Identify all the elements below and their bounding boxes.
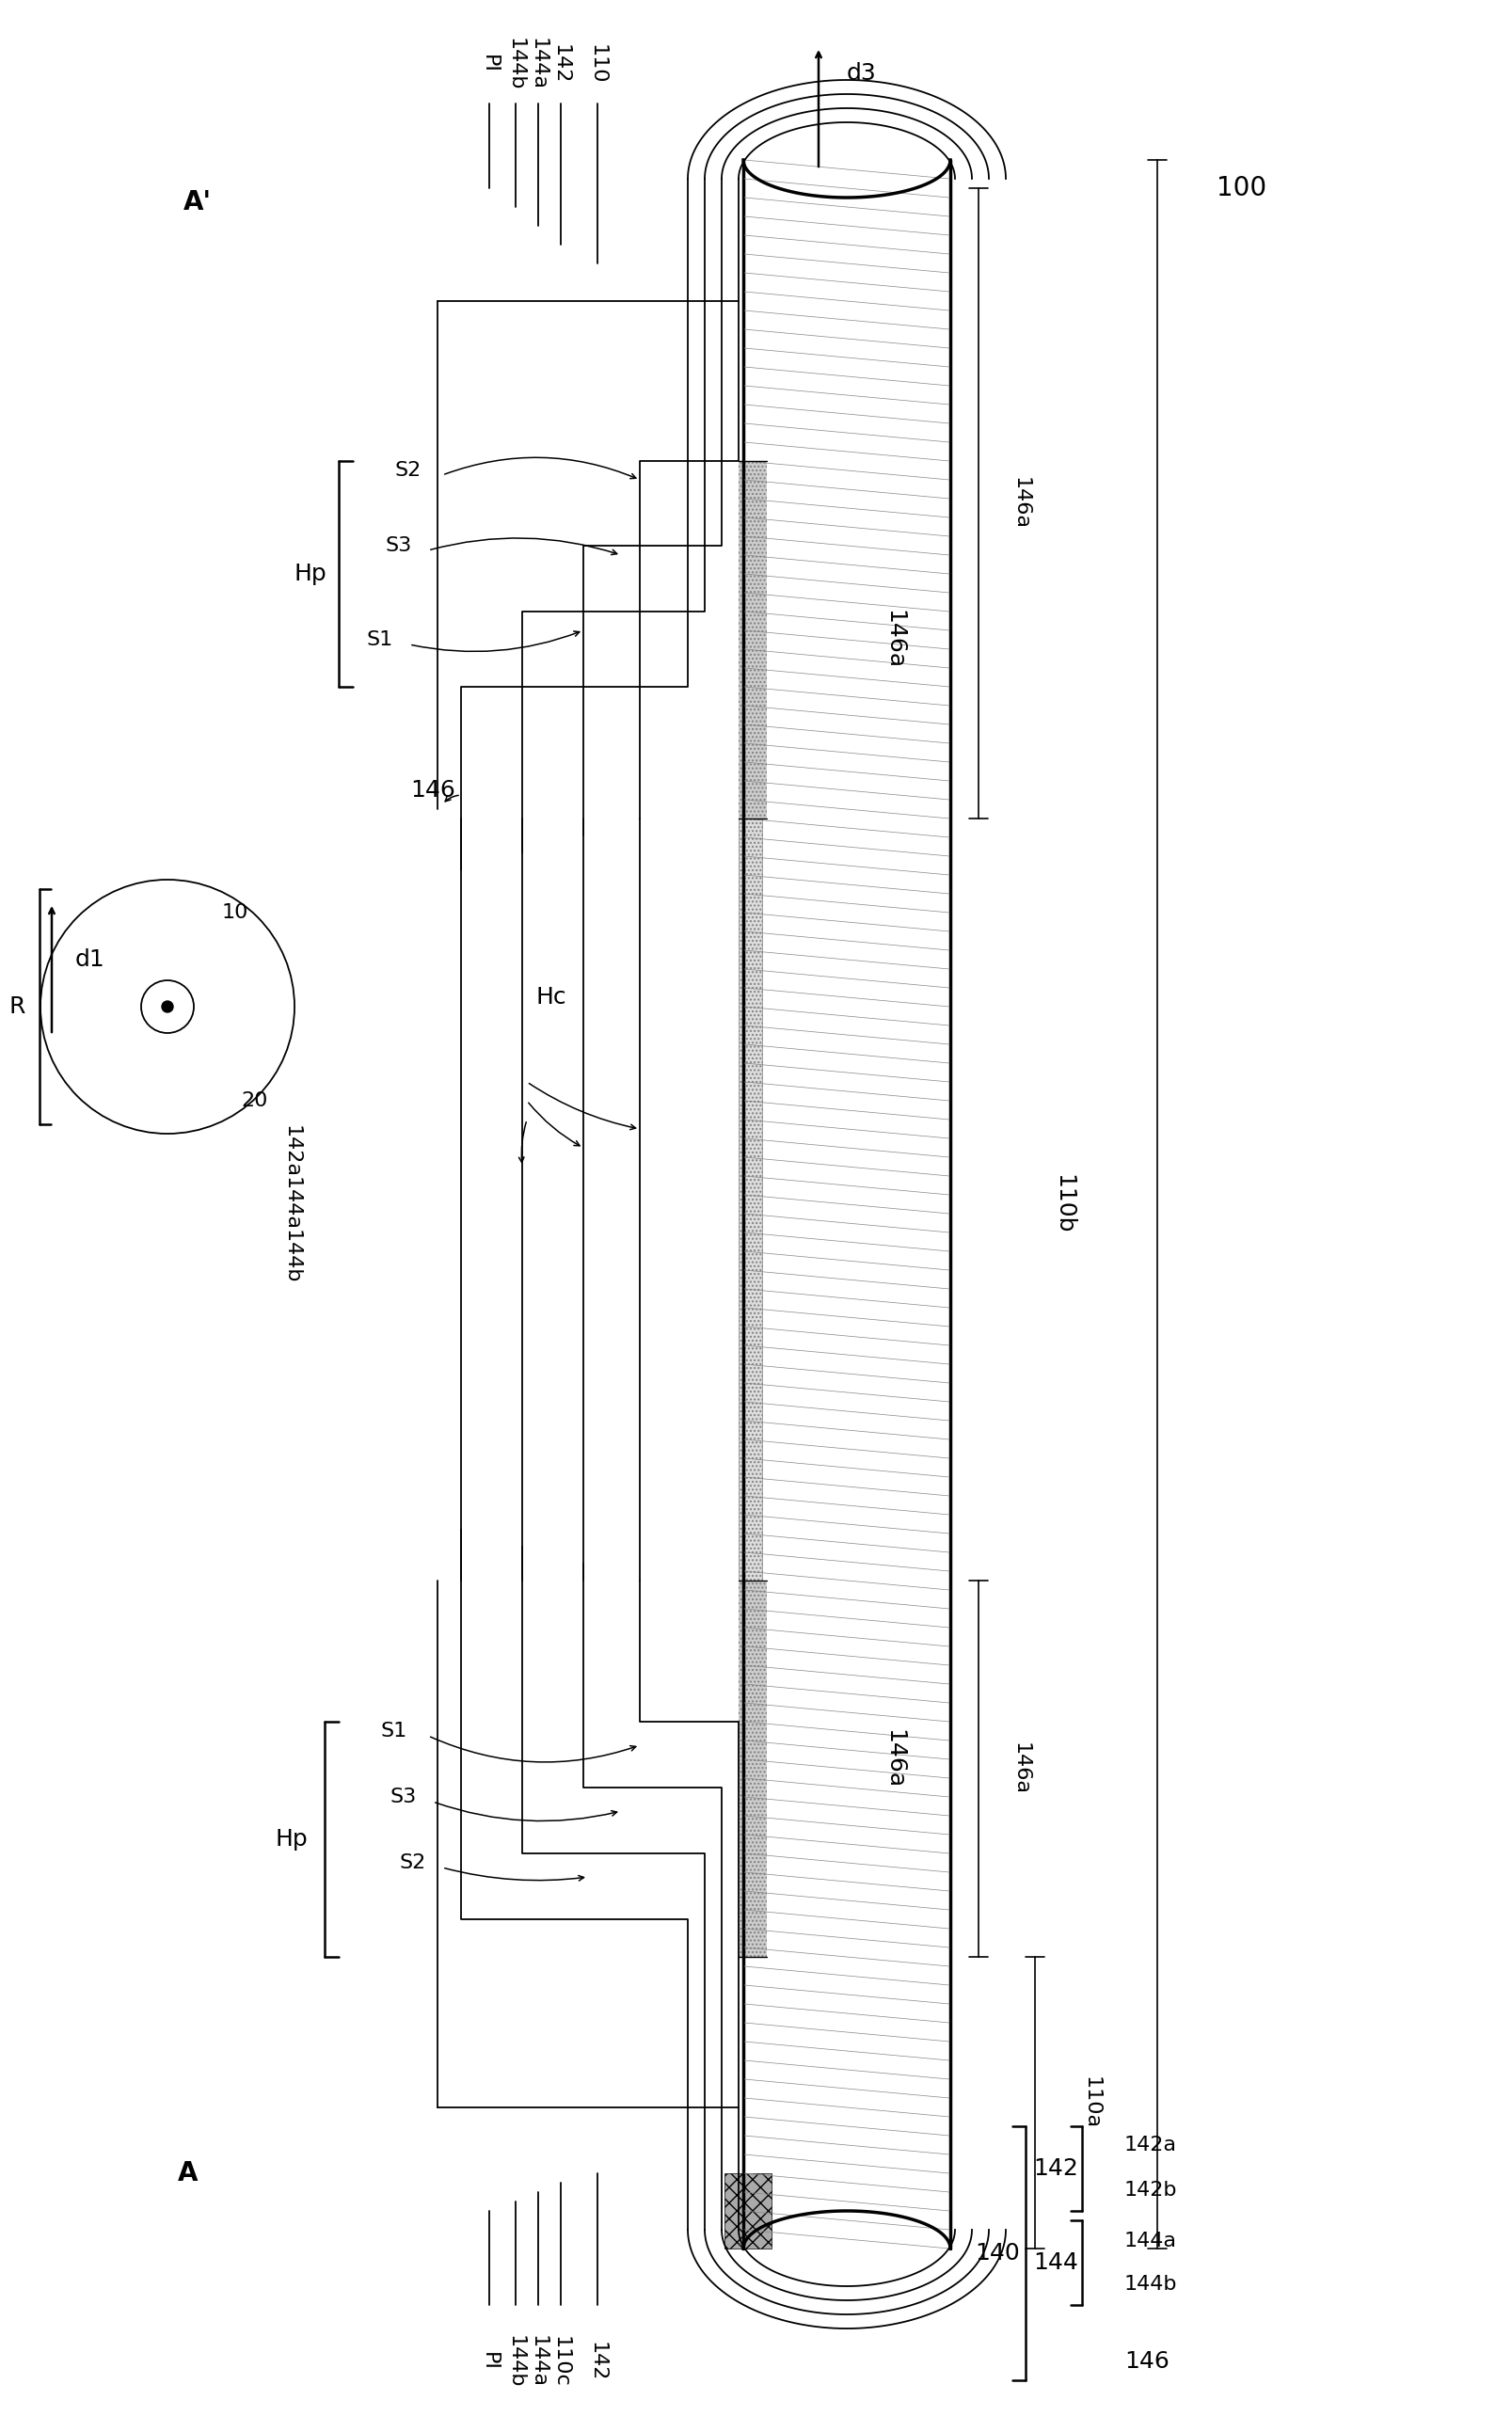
Text: 110a: 110a — [1081, 2075, 1101, 2128]
Text: 146: 146 — [410, 778, 455, 802]
Text: 144a: 144a — [529, 2336, 547, 2387]
Text: 144: 144 — [1033, 2252, 1078, 2273]
Text: S1: S1 — [367, 631, 393, 650]
Text: 146a: 146a — [1012, 1742, 1030, 1795]
Bar — [738, 1580, 767, 1957]
Text: S1: S1 — [381, 1723, 407, 1740]
Text: 142: 142 — [588, 2341, 606, 2382]
Text: 142: 142 — [550, 43, 570, 85]
Text: S3: S3 — [386, 536, 413, 556]
Bar — [724, 2174, 771, 2249]
Text: 144a: 144a — [1123, 2232, 1176, 2249]
Text: Hp: Hp — [293, 563, 327, 585]
Text: Hp: Hp — [275, 1829, 308, 1851]
Text: A': A' — [183, 188, 212, 215]
Text: 144b: 144b — [507, 2334, 525, 2387]
Text: S2: S2 — [399, 1853, 426, 1872]
Text: 100: 100 — [1216, 174, 1266, 201]
Text: PI: PI — [479, 56, 499, 72]
Text: A: A — [178, 2160, 198, 2186]
Text: 10: 10 — [222, 904, 248, 923]
Text: 144b: 144b — [1123, 2276, 1176, 2293]
Text: 146a: 146a — [1012, 476, 1030, 529]
Text: 110b: 110b — [1051, 1174, 1074, 1235]
Text: 140: 140 — [974, 2242, 1019, 2264]
Text: S3: S3 — [390, 1788, 417, 1807]
Text: 142a: 142a — [1123, 2136, 1176, 2155]
Text: 110: 110 — [588, 43, 606, 85]
Text: 142a144a144b: 142a144a144b — [283, 1126, 301, 1283]
Text: d3: d3 — [847, 63, 875, 85]
Text: d1: d1 — [76, 949, 104, 971]
Text: 110c: 110c — [550, 2336, 570, 2387]
Text: Hc: Hc — [535, 986, 567, 1007]
Text: 144b: 144b — [507, 36, 525, 89]
Circle shape — [162, 1000, 172, 1012]
Text: PI: PI — [479, 2353, 499, 2370]
Text: 146a: 146a — [881, 1730, 904, 1788]
Text: 146: 146 — [1123, 2351, 1169, 2373]
Text: S2: S2 — [395, 461, 422, 481]
Text: 144a: 144a — [529, 39, 547, 89]
Text: R: R — [9, 995, 26, 1017]
Bar — [738, 461, 767, 819]
Text: 146a: 146a — [881, 611, 904, 669]
Text: 142b: 142b — [1123, 2182, 1176, 2199]
Bar — [738, 819, 762, 1580]
Text: 142: 142 — [1033, 2157, 1078, 2179]
Text: 20: 20 — [240, 1092, 268, 1111]
